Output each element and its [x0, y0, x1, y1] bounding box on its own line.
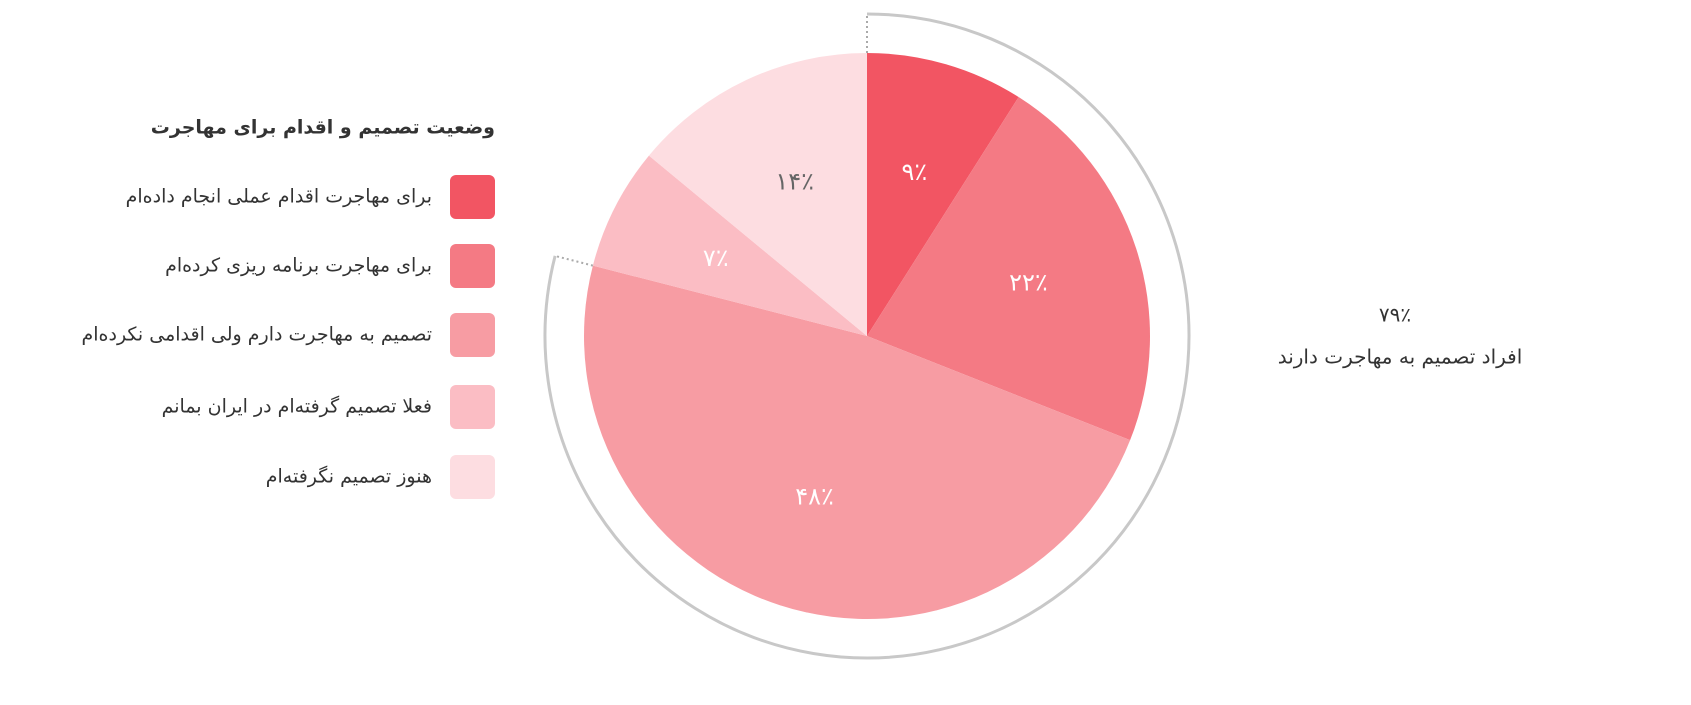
slice-label: ۹٪ [901, 158, 927, 186]
slice-label: ۴۸٪ [795, 482, 834, 510]
legend-swatch [450, 244, 495, 288]
annotation-value: ۷۹٪ [1379, 303, 1411, 327]
slice [592, 155, 867, 336]
slice [648, 53, 867, 336]
legend-text: برای مهاجرت برنامه ریزی کرده‌ام [165, 255, 432, 277]
slice-label: ۷٪ [703, 244, 729, 272]
legend-swatch [450, 175, 495, 219]
legend-title: وضعیت تصمیم و اقدام برای مهاجرت [151, 117, 495, 139]
legend-swatch [450, 455, 495, 499]
slice [867, 97, 1150, 441]
legend-swatch [450, 313, 495, 357]
slice [584, 265, 1131, 619]
legend-text: تصمیم به مهاجرت دارم ولی اقدامی نکرده‌ام [81, 324, 432, 346]
slice-label: ۱۴٪ [775, 167, 814, 195]
legend-swatch [450, 385, 495, 429]
annotation-arc [543, 12, 1191, 660]
annotation-text: افراد تصمیم به مهاجرت دارند [1278, 345, 1523, 369]
legend-text: برای مهاجرت اقدام عملی انجام داده‌ام [126, 186, 432, 208]
slice [867, 53, 1019, 336]
slice-label: ۲۲٪ [1009, 269, 1048, 297]
legend-text: هنوز تصمیم نگرفته‌ام [266, 465, 432, 488]
legend-text: فعلا تصمیم گرفته‌ام در ایران بمانم [162, 395, 432, 418]
annotation-tick [554, 254, 594, 267]
